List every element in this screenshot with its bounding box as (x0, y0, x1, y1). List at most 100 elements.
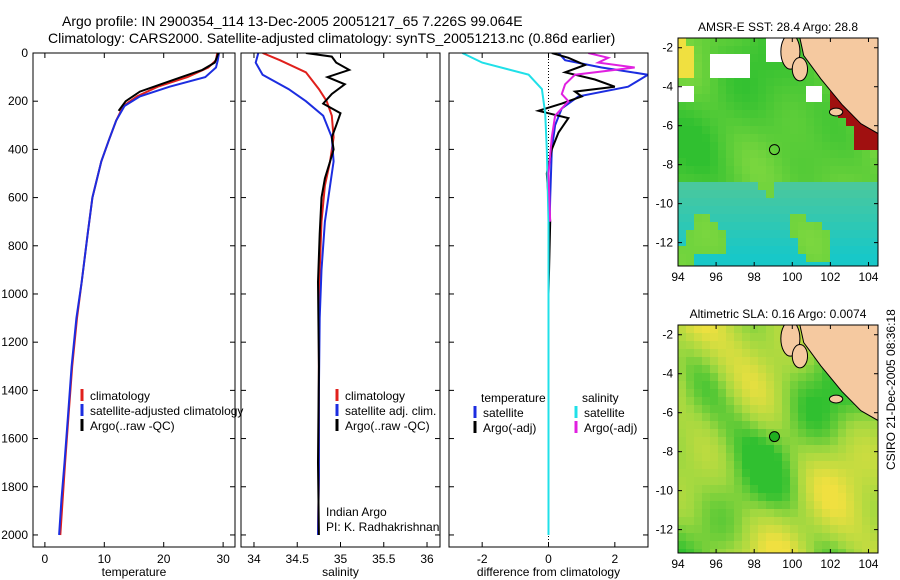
map-cell (822, 246, 830, 254)
map-cell (806, 549, 814, 553)
map-cell (782, 142, 790, 150)
map-cell (710, 389, 718, 397)
map-cell (766, 102, 774, 110)
map-cell (766, 230, 774, 238)
map-cell (726, 46, 734, 54)
map-cell (790, 158, 798, 166)
map-cell (798, 238, 806, 246)
map-cell (710, 533, 718, 541)
map-cell (822, 373, 830, 381)
map-cell (742, 357, 750, 365)
y-tick-label: 1200 (1, 335, 28, 349)
map-cell (830, 134, 838, 142)
map-cell (734, 365, 742, 373)
x-tick-label: 102 (820, 270, 840, 284)
island (791, 343, 809, 369)
map-cell (862, 485, 870, 493)
map-cell (710, 110, 718, 118)
map-cell (822, 405, 830, 413)
map-cell (798, 198, 806, 206)
map-cell (806, 190, 814, 198)
map-cell (710, 429, 718, 437)
map-cell (806, 541, 814, 549)
map-cell (750, 357, 758, 365)
map-cell (806, 357, 814, 365)
map-cell (726, 110, 734, 118)
map-cell (766, 405, 774, 413)
map-cell (710, 102, 718, 110)
map-cell (774, 262, 782, 266)
map-cell (710, 477, 718, 485)
map-cell (766, 134, 774, 142)
map-cell (686, 525, 694, 533)
island (828, 394, 844, 404)
map-cell (830, 174, 838, 182)
map-cell (694, 429, 702, 437)
map-cell (750, 246, 758, 254)
map-cell (846, 485, 854, 493)
legend-entry: climatology (90, 389, 150, 403)
legend-entry: satellite adj. clim. (345, 404, 436, 418)
map-cell (798, 110, 806, 118)
map-cell (862, 477, 870, 485)
map-cell (742, 142, 750, 150)
map-cell (726, 373, 734, 381)
map-cell (702, 517, 710, 525)
map-cell (702, 86, 710, 94)
map-cell (838, 174, 846, 182)
map-cell (822, 541, 830, 549)
y-tick-label: -2 (662, 41, 673, 55)
map-cell (846, 493, 854, 501)
map-cell (774, 214, 782, 222)
map-cell (734, 333, 742, 341)
map-cell (694, 198, 702, 206)
map-cell (758, 102, 766, 110)
map-cell (782, 397, 790, 405)
map-cell (758, 230, 766, 238)
map-cell (798, 365, 806, 373)
map-cell (766, 222, 774, 230)
map-cell (758, 533, 766, 541)
map-cell (694, 254, 702, 262)
map-cell (782, 126, 790, 134)
map-cell (806, 206, 814, 214)
map-cell (694, 549, 702, 553)
map-cell (734, 413, 742, 421)
map-cell (694, 525, 702, 533)
map-cell (718, 357, 726, 365)
panel-salinity (240, 52, 441, 548)
map-cell (734, 453, 742, 461)
map-cell (822, 142, 830, 150)
map-cell (694, 533, 702, 541)
x-tick-label: 35 (334, 552, 348, 566)
map-cell (838, 517, 846, 525)
map-cell (798, 166, 806, 174)
map-cell (758, 341, 766, 349)
map-cell (710, 38, 718, 46)
map-cell (830, 142, 838, 150)
map-cell (726, 262, 734, 266)
map-cell (734, 190, 742, 198)
map-cell (678, 525, 686, 533)
map-cell (870, 262, 878, 266)
map-cell (686, 501, 694, 509)
map-cell (726, 533, 734, 541)
map-cell (726, 541, 734, 549)
map-cell (798, 397, 806, 405)
map-cell (710, 166, 718, 174)
map-cell (782, 445, 790, 453)
x-tick-label: 0 (42, 552, 49, 566)
map-cell (814, 222, 822, 230)
map-cell (742, 230, 750, 238)
map-cell (806, 94, 814, 102)
y-tick-label: -4 (662, 367, 673, 381)
map-cell (734, 477, 742, 485)
map-cell (862, 525, 870, 533)
map-cell (702, 397, 710, 405)
map-cell (830, 477, 838, 485)
map-cell (846, 397, 854, 405)
map-cell (710, 174, 718, 182)
map-cell (862, 246, 870, 254)
map-cell (774, 541, 782, 549)
map-cell (734, 445, 742, 453)
